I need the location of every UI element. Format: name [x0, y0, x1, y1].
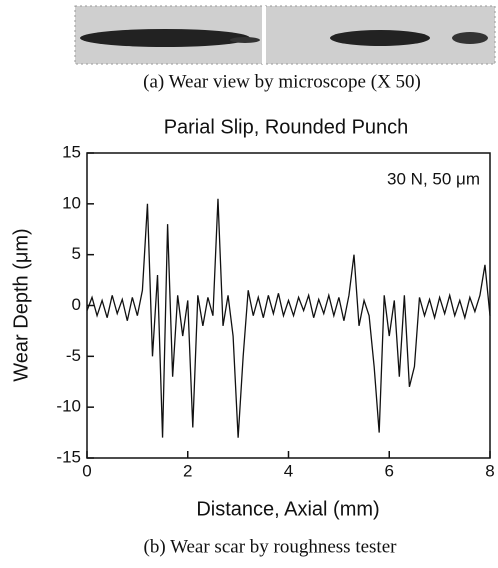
y-axis-label: Wear Depth (μm): [10, 228, 32, 381]
annotation: 30 N, 50 μm: [387, 169, 480, 188]
x-tick-label: 6: [385, 461, 394, 480]
plot-frame: [86, 152, 491, 459]
x-tick-label: 4: [284, 461, 293, 480]
chart-title: Parial Slip, Rounded Punch: [164, 116, 409, 138]
x-tick-label: 8: [485, 461, 494, 480]
y-tick-label: -10: [56, 397, 81, 416]
x-tick-label: 2: [183, 461, 192, 480]
caption-bottom: (b) Wear scar by roughness tester: [144, 536, 398, 557]
y-tick-label: 15: [62, 142, 81, 161]
y-tick-label: -5: [66, 346, 81, 365]
caption-top: (a) Wear view by microscope (X 50): [143, 71, 421, 92]
y-tick-label: -15: [56, 447, 81, 466]
x-tick-label: 0: [82, 461, 91, 480]
microscope-image: [74, 5, 496, 65]
x-axis-label: Distance, Axial (mm): [196, 498, 379, 520]
data-line: [86, 198, 491, 438]
y-tick-label: 10: [62, 193, 81, 212]
y-tick-label: 0: [72, 295, 81, 314]
y-tick-label: 5: [72, 244, 81, 263]
